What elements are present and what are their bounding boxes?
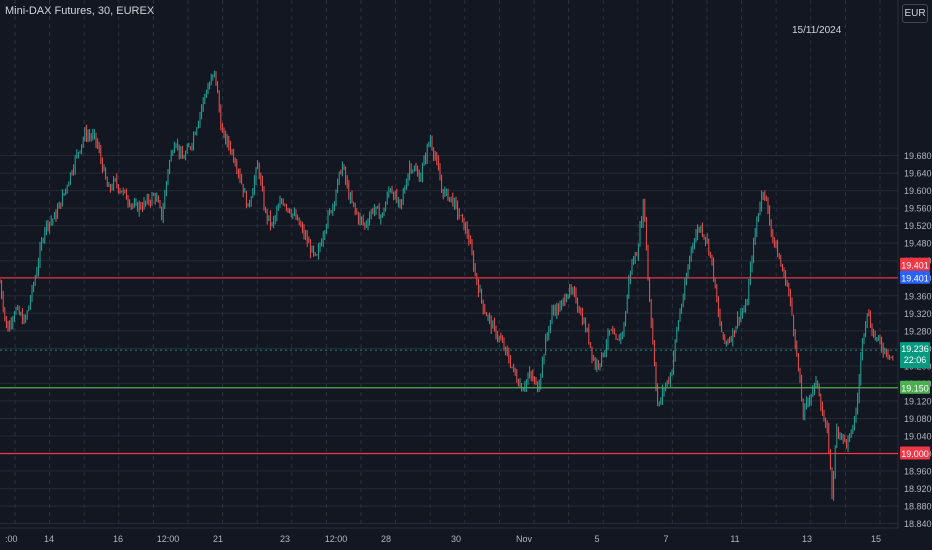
y-tick-label: 19.080 (904, 414, 932, 424)
y-tick-label: 19.520 (904, 221, 932, 231)
x-tick-label: 28 (381, 534, 391, 544)
x-tick-label: 12:00 (325, 534, 348, 544)
y-tick-label: 19.120 (904, 396, 932, 406)
x-tick-label: 16 (113, 534, 123, 544)
level-price-tag (900, 257, 930, 271)
x-tick-label: :00 (5, 534, 18, 544)
y-tick-label: 18.840 (904, 519, 932, 529)
countdown-label: 22:06 (904, 355, 927, 365)
x-tick-label: 14 (44, 534, 54, 544)
y-tick-label: 19.480 (904, 239, 932, 249)
x-tick-label: 23 (280, 534, 290, 544)
x-tick-label: 30 (451, 534, 461, 544)
y-tick-label: 18.960 (904, 467, 932, 477)
x-tick-label: 15 (871, 534, 881, 544)
level-price-tag (900, 446, 930, 460)
date-stamp: 15/11/2024 (792, 25, 842, 36)
x-tick-label: 11 (730, 534, 739, 544)
y-tick-label: 19.680 (904, 151, 932, 161)
y-tick-label: 19.560 (904, 204, 932, 214)
level-price-label: 19.000 (901, 449, 929, 459)
y-tick-label: 19.320 (904, 309, 932, 319)
x-tick-label: 13 (802, 534, 812, 544)
y-tick-label: 19.040 (904, 431, 932, 441)
y-tick-label: 19.640 (904, 169, 932, 179)
level-price-tag (900, 270, 930, 284)
x-tick-label: 5 (594, 534, 599, 544)
x-tick-label: 21 (213, 534, 223, 544)
x-tick-label: 12:00 (157, 534, 180, 544)
level-price-label: 19.401 (901, 273, 929, 283)
y-tick-label: 18.920 (904, 484, 932, 494)
level-price-label: 19.401 (901, 260, 929, 270)
current-price-tag (900, 342, 930, 369)
y-tick-label: 18.880 (904, 502, 932, 512)
y-tick-label: 19.280 (904, 326, 932, 336)
y-tick-label: 19.600 (904, 186, 932, 196)
x-tick-label: 7 (663, 534, 668, 544)
level-price-label: 19.150 (901, 383, 929, 393)
current-price-label: 19.236 (901, 344, 929, 354)
chart-title: Mini-DAX Futures, 30, EUREX (5, 5, 155, 17)
x-tick-label: Nov (516, 534, 533, 544)
level-price-tag (900, 380, 930, 394)
currency-button[interactable]: EUR (902, 4, 928, 23)
y-tick-label: 19.360 (904, 291, 932, 301)
candles-group (0, 70, 894, 501)
